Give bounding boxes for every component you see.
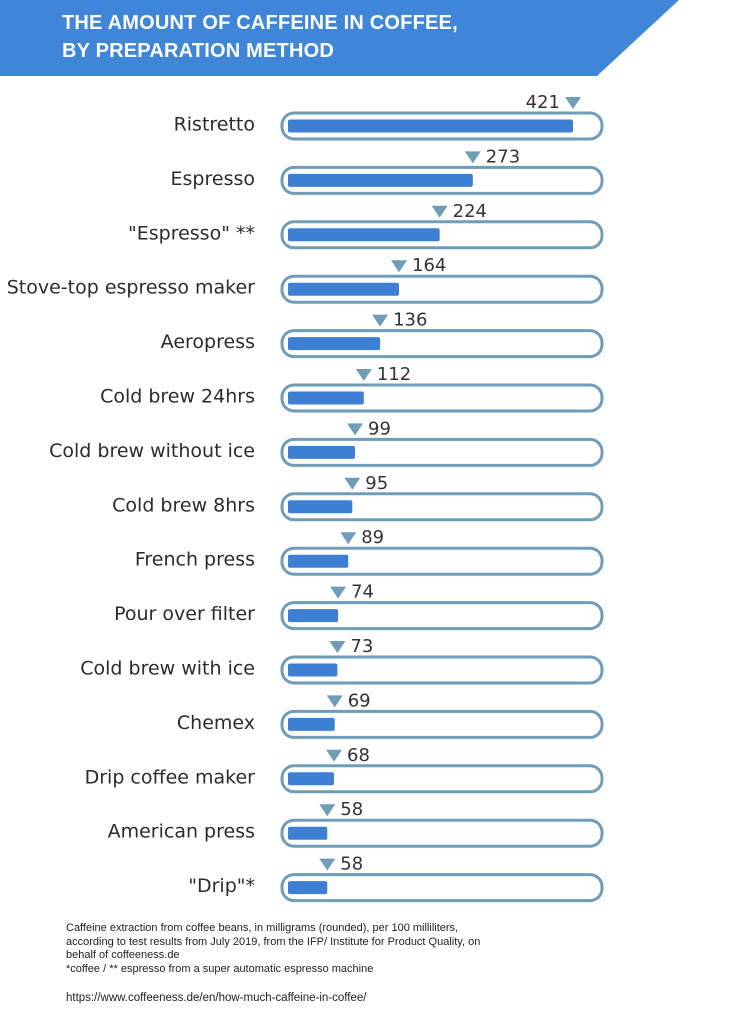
bar-track [280,546,604,576]
value-label: 58 [340,854,363,875]
bar [288,228,440,242]
bar-track [280,818,604,848]
bar-track [280,437,604,467]
bar [288,173,473,187]
bar-track [280,764,604,794]
value-label: 74 [351,582,374,603]
value-label: 69 [348,690,371,711]
value-label: 68 [347,745,370,766]
bar [288,881,328,895]
bar-row: Cold brew 24hrs 112 [100,364,604,413]
category-label: Cold brew without ice [49,440,255,462]
bar-row: Stove-top espresso maker 164 [7,255,604,304]
value-marker-icon [391,260,408,273]
chart-title-line-1: THE AMOUNT OF CAFFEINE IN COFFEE, [62,12,458,34]
category-label: Cold brew with ice [80,658,255,680]
bar [288,554,349,568]
footnote-line-2: *coffee / ** espresso from a super autom… [66,962,374,975]
bar-row: Drip coffee maker 68 [85,745,604,794]
value-marker-icon [431,205,448,218]
value-label: 58 [340,799,363,820]
bar-row: Ristretto 421 [174,92,604,141]
value-marker-icon [326,749,343,762]
header-background [0,0,679,76]
bar-row: Pour over filter 74 [114,582,604,631]
category-label: Chemex [177,712,255,734]
value-label: 89 [361,527,384,548]
category-label: "Drip"* [188,875,255,897]
category-label: American press [108,821,255,843]
bar-track [280,383,604,413]
bar-row: French press 89 [135,527,604,576]
bar-track [280,492,604,522]
bar-row: Chemex 69 [177,690,604,739]
bar-row: Espresso 273 [171,146,604,195]
bar [288,826,328,840]
value-label: 136 [393,310,427,331]
value-label: 164 [412,255,446,276]
bar [288,391,364,405]
bar [288,772,335,786]
value-marker-icon [344,477,361,490]
value-marker-icon [330,586,347,599]
bar [288,282,400,296]
chart-title-line-2: BY PREPARATION METHOD [62,40,334,62]
bar-row: Cold brew with ice 73 [80,636,604,685]
bar [288,663,338,677]
category-label: Espresso [171,168,255,190]
value-label: 99 [368,418,391,439]
value-label: 112 [377,364,411,385]
bar [288,119,573,133]
bar-row: Cold brew without ice 99 [49,418,604,467]
bar-row: Cold brew 8hrs 95 [112,473,604,522]
bar [288,717,335,731]
category-label: Drip coffee maker [85,766,256,788]
value-marker-icon [319,804,336,817]
category-label: Stove-top espresso maker [7,277,255,299]
source-url[interactable]: https://www.coffeeness.de/en/how-much-ca… [66,992,367,1004]
bar-track [280,655,604,685]
value-label: 224 [453,201,487,222]
footnote-line-1: Caffeine extraction from coffee beans, i… [66,922,481,961]
bar [288,609,339,623]
category-label: French press [135,549,255,571]
bar-track [280,709,604,739]
category-label: Aeropress [161,331,255,353]
value-label: 95 [365,473,388,494]
bar [288,500,353,514]
value-marker-icon [372,314,389,327]
category-label: Pour over filter [114,603,255,625]
value-label: 421 [526,92,560,113]
bar [288,337,381,351]
bar [288,445,356,459]
value-marker-icon [565,97,581,109]
value-marker-icon [340,532,357,545]
bar-track [280,601,604,631]
category-label: Cold brew 24hrs [100,386,255,408]
value-marker-icon [326,695,343,708]
category-label: Cold brew 8hrs [112,494,255,516]
value-label: 273 [486,146,520,167]
value-marker-icon [347,423,364,436]
value-marker-icon [329,641,346,653]
value-marker-icon [319,858,336,871]
value-marker-icon [464,151,481,164]
bar-row: American press 58 [108,799,604,848]
bar-row: Aeropress 136 [161,310,604,359]
bar-track [280,873,604,903]
value-marker-icon [355,369,372,381]
header-banner: THE AMOUNT OF CAFFEINE IN COFFEE, BY PRE… [0,0,744,76]
value-label: 73 [350,636,373,657]
footnote: Caffeine extraction from coffee beans, i… [66,922,506,976]
bar-row: "Drip"* 58 [188,854,604,903]
category-label: "Espresso" ** [128,222,255,244]
category-label: Ristretto [174,114,255,136]
bar-row: "Espresso" ** 224 [128,201,604,250]
